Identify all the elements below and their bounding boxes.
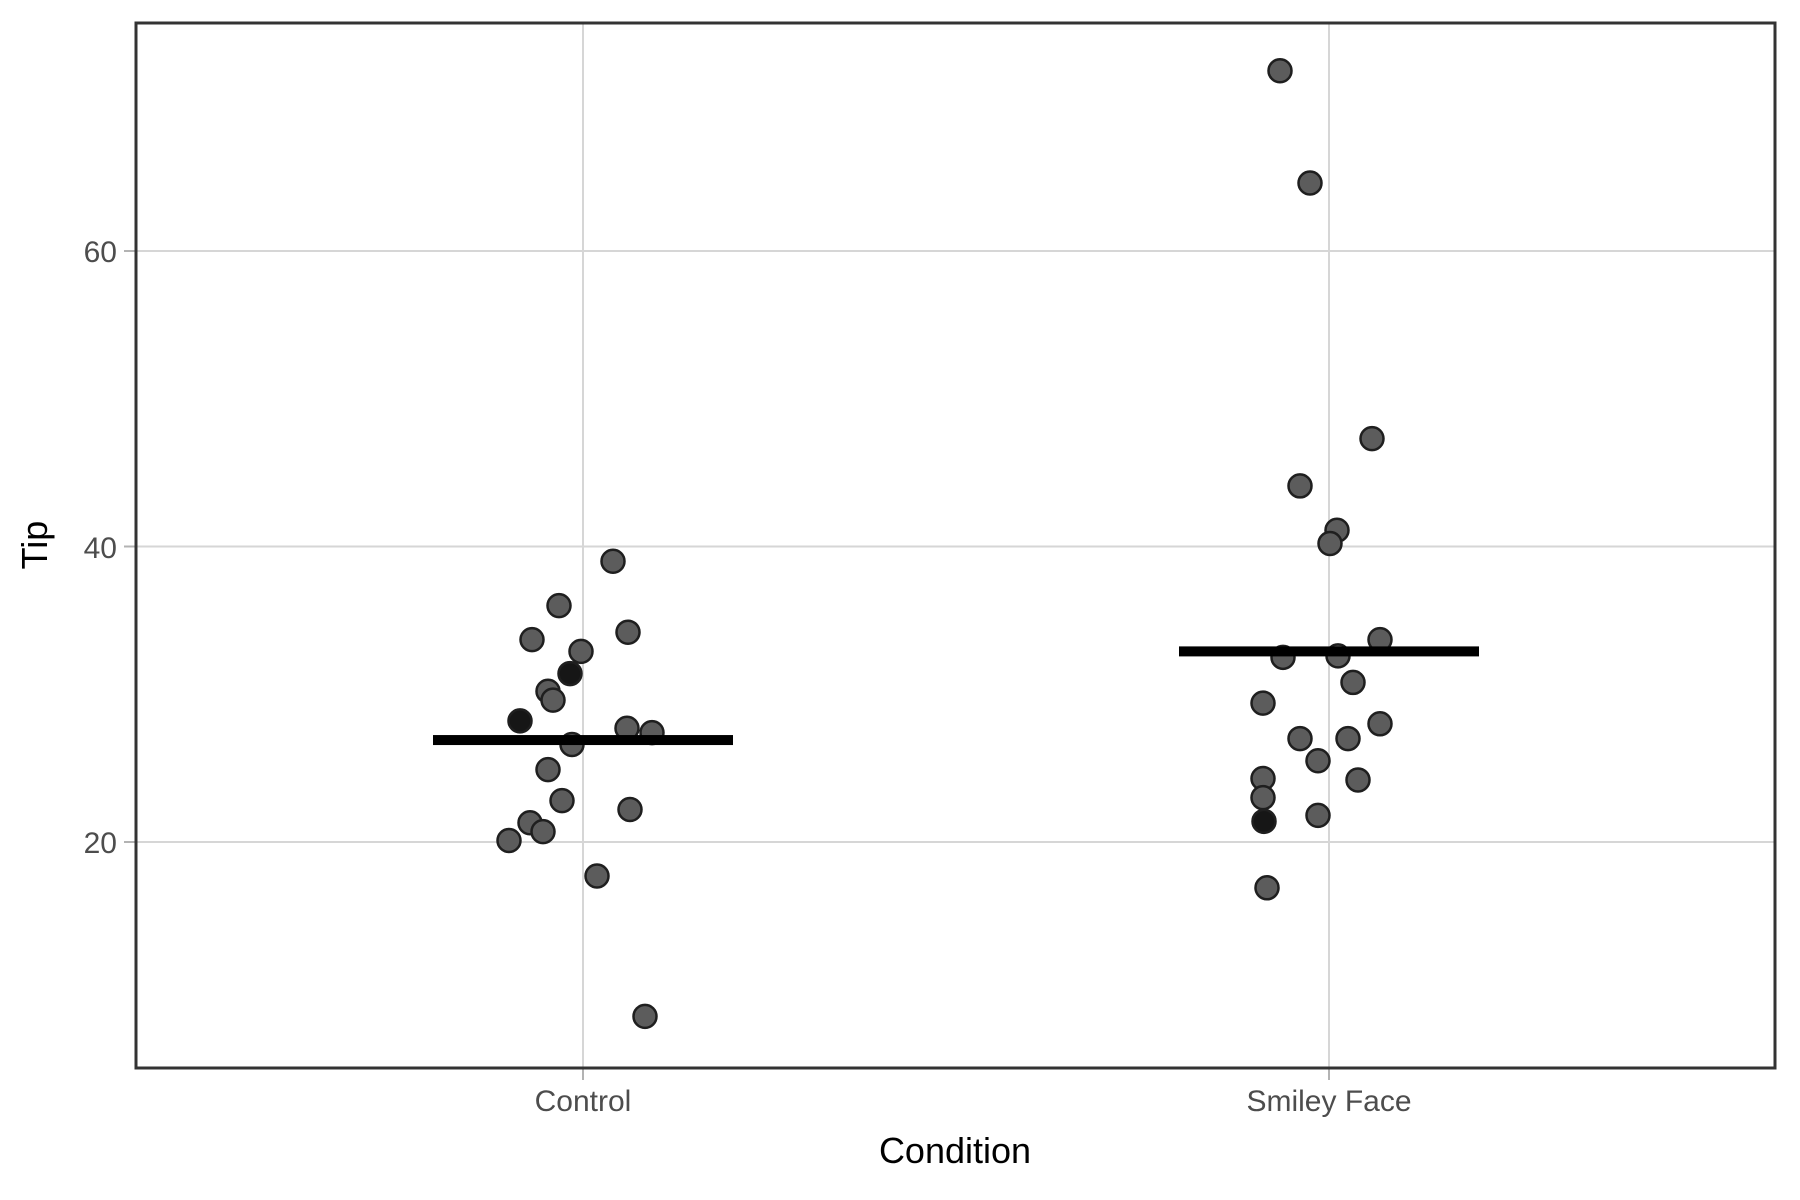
x-tick-label-smiley-face: Smiley Face bbox=[1246, 1085, 1411, 1118]
data-point bbox=[535, 756, 561, 783]
data-point bbox=[1250, 690, 1276, 716]
data-point bbox=[615, 619, 641, 645]
data-point bbox=[1297, 170, 1323, 196]
mean-crossbar-control bbox=[433, 735, 733, 746]
data-points bbox=[496, 57, 1393, 1030]
data-point bbox=[568, 638, 594, 665]
data-point bbox=[1287, 473, 1313, 499]
data-point bbox=[519, 626, 545, 653]
panel-border bbox=[134, 21, 1777, 1070]
mean-crossbars bbox=[433, 646, 1479, 746]
data-point bbox=[1340, 669, 1366, 696]
data-point bbox=[1345, 767, 1371, 793]
y-tick-label-20: 20 bbox=[84, 827, 117, 860]
data-point bbox=[507, 708, 533, 734]
gridlines bbox=[136, 23, 1775, 1068]
x-tick-label-control: Control bbox=[535, 1085, 632, 1118]
data-point bbox=[632, 1003, 658, 1030]
data-point bbox=[1367, 711, 1393, 737]
data-point bbox=[530, 818, 556, 845]
y-tick-label-60: 60 bbox=[84, 236, 117, 269]
data-point bbox=[1317, 530, 1343, 557]
axis-tick-marks bbox=[124, 250, 1330, 1080]
data-point bbox=[557, 660, 583, 687]
data-point bbox=[1254, 875, 1280, 901]
data-point bbox=[1335, 725, 1361, 752]
data-point bbox=[540, 687, 566, 713]
data-point bbox=[1250, 784, 1276, 811]
data-point bbox=[549, 787, 575, 814]
y-axis-title: Tip bbox=[14, 521, 55, 570]
data-point bbox=[1251, 808, 1277, 835]
data-point bbox=[1305, 802, 1331, 829]
data-point bbox=[1287, 725, 1313, 752]
data-point bbox=[546, 592, 572, 619]
data-point bbox=[584, 863, 610, 889]
data-point bbox=[1305, 747, 1331, 774]
x-axis-title: Condition bbox=[879, 1130, 1031, 1171]
data-point bbox=[1359, 425, 1385, 452]
data-point bbox=[496, 827, 522, 854]
data-point bbox=[617, 796, 643, 823]
data-point bbox=[600, 548, 626, 575]
mean-crossbar-smiley-face bbox=[1179, 646, 1479, 657]
y-tick-label-40: 40 bbox=[84, 532, 117, 565]
data-point bbox=[1267, 57, 1293, 84]
